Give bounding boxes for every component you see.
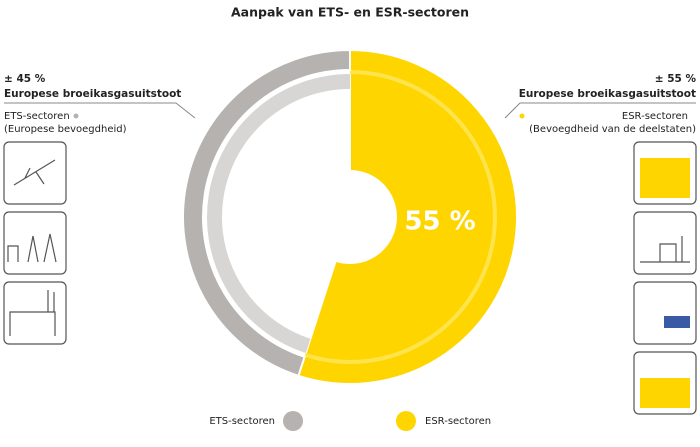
slice-ring xyxy=(207,74,350,354)
icon-transport xyxy=(664,316,690,328)
annotation-title: Europese broeikasgasuitstoot xyxy=(519,88,696,100)
legend-label: ESR-sectoren xyxy=(425,416,491,427)
icon-houses xyxy=(640,158,690,198)
icon-box xyxy=(633,211,697,275)
annotation-subtitle: (Europese bevoegdheid) xyxy=(4,124,127,135)
pie-slice xyxy=(182,48,351,378)
icon-plane xyxy=(13,159,56,186)
annotation-category: ESR-sectoren xyxy=(622,111,688,122)
icon-farm xyxy=(640,236,690,263)
icon-box xyxy=(3,281,67,345)
pie-slice xyxy=(297,48,518,385)
icon-box xyxy=(633,141,697,205)
chart-title: Aanpak van ETS- en ESR-sectoren xyxy=(231,5,469,20)
value-label: ± 45 % xyxy=(4,73,46,85)
center-label: 55 % xyxy=(404,207,475,237)
leader-line xyxy=(504,102,696,119)
annotation-subtitle: (Bevoegdheid van de deelstaten) xyxy=(529,124,696,135)
icons xyxy=(3,141,697,415)
legend-label: ETS-sectoren xyxy=(209,416,275,427)
annotation-dot xyxy=(519,113,525,119)
icon-box xyxy=(633,351,697,415)
icon-box xyxy=(3,211,67,275)
icon-power xyxy=(7,233,57,263)
annotation-category: ETS-sectoren xyxy=(4,111,70,122)
legend-swatch xyxy=(396,411,416,431)
value-label: ± 55 % xyxy=(655,73,697,85)
icon-box xyxy=(3,141,67,205)
icon-factory xyxy=(9,290,56,336)
leader-line xyxy=(4,102,196,119)
annotation-dot xyxy=(73,113,79,119)
icon-box xyxy=(633,281,697,345)
legend-swatch xyxy=(283,411,303,431)
annotation-title: Europese broeikasgasuitstoot xyxy=(4,88,181,100)
icon-industry xyxy=(640,378,690,408)
